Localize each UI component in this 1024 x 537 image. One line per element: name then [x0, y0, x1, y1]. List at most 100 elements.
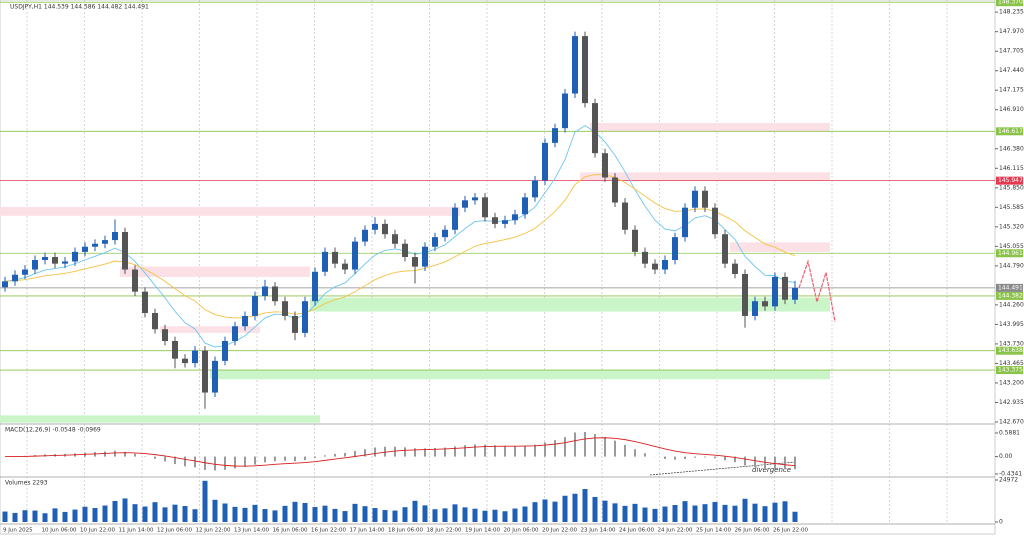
candle-body	[32, 259, 38, 270]
candle-body	[722, 234, 728, 264]
x-tick-label: 18 Jun 22:00	[427, 528, 462, 534]
volume-bar	[552, 501, 558, 522]
forecast-line	[798, 259, 836, 322]
volume-bar	[352, 503, 358, 522]
candle-body	[22, 269, 28, 275]
candle-body	[252, 296, 258, 316]
candle-body	[742, 273, 748, 316]
annotation: divergence	[752, 466, 791, 474]
volume-bar	[572, 493, 578, 522]
candle-body	[752, 301, 758, 316]
zone	[730, 242, 830, 252]
candle-body	[772, 276, 778, 307]
volume-bar	[12, 512, 18, 522]
x-tick-label: 9 Jun 2025	[3, 528, 33, 534]
candle-body	[542, 142, 548, 181]
volume-bar	[632, 503, 638, 522]
y-tick-label: 142.935	[999, 399, 1024, 406]
x-tick-label: 16 Jun 06:00	[273, 528, 308, 534]
candle-body	[592, 103, 598, 154]
volume-bar	[392, 510, 398, 522]
volume-bar	[462, 507, 468, 522]
volume-bar	[582, 489, 588, 522]
x-tick-label: 26 Jun 06:00	[735, 528, 770, 534]
volume-bar	[362, 506, 368, 522]
volume-bar	[102, 505, 108, 522]
volume-bar	[702, 504, 708, 522]
volume-bar	[282, 505, 288, 522]
macd-tick-label: 0.00	[999, 453, 1013, 460]
candle-body	[612, 177, 618, 203]
volume-bar	[62, 511, 68, 522]
level-tag: 146.617	[996, 127, 1023, 136]
candle-body	[92, 243, 98, 247]
volume-bar	[482, 510, 488, 522]
volume-bar	[782, 501, 788, 522]
zone	[210, 369, 830, 380]
candle-body	[572, 36, 578, 94]
volume-bar	[452, 504, 458, 522]
y-tick-label: 143.465	[999, 360, 1024, 367]
volume-bar	[172, 504, 178, 522]
volume-bar	[642, 507, 648, 522]
macd-tick-label: -0.4341	[999, 471, 1022, 478]
x-tick-label: 23 Jun 14:00	[581, 528, 616, 534]
candle-body	[432, 237, 438, 247]
y-tick-label: 143.200	[999, 379, 1024, 386]
y-tick-label: 143.730	[999, 340, 1024, 347]
level-label: 144.961	[998, 250, 1023, 257]
x-tick-label: 20 Jun 06:00	[504, 528, 539, 534]
macd-tick-label: 0.5881	[999, 430, 1020, 437]
volume-bar	[212, 499, 218, 522]
volume-bar	[322, 505, 328, 522]
candle-body	[692, 190, 698, 208]
volume-bar	[142, 506, 148, 522]
volume-bar	[692, 505, 698, 522]
level-label: 145.947	[998, 177, 1023, 184]
candle-body	[362, 229, 368, 242]
volume-bar	[422, 505, 428, 522]
candle-body	[522, 197, 528, 215]
volume-bar	[192, 509, 198, 522]
candle-body	[492, 217, 498, 224]
y-tick-label: 148.235	[999, 9, 1024, 16]
level-label: 146.617	[998, 128, 1023, 135]
candle-body	[82, 246, 88, 252]
candle-body	[242, 315, 248, 327]
level-tag: 144.382	[996, 291, 1023, 300]
level-tag-box	[996, 346, 1023, 355]
volume-bar	[262, 509, 268, 522]
candle-body	[422, 246, 428, 267]
x-tick-label: 12 Jun 06:00	[157, 528, 192, 534]
volume-bar	[512, 508, 518, 522]
candle-body	[482, 197, 488, 218]
y-tick-label: 145.055	[999, 243, 1024, 250]
volume-bar	[622, 505, 628, 522]
x-tick-label: 10 Jun 22:00	[80, 528, 115, 534]
candle-body	[402, 243, 408, 258]
volume-bar	[232, 506, 238, 522]
candle-body	[132, 269, 138, 292]
candle-body	[352, 241, 358, 270]
volume-bar	[52, 508, 58, 522]
candle-body	[762, 301, 768, 307]
ma-slow	[4, 174, 796, 319]
level-label: 143.638	[998, 347, 1023, 354]
volume-bar	[302, 502, 308, 522]
volume-bar	[662, 506, 668, 522]
candle-body	[642, 251, 648, 264]
level-tag: 148.370	[996, 0, 1023, 7]
y-tick-label: 146.380	[999, 145, 1024, 152]
candle-body	[552, 128, 558, 143]
x-tick-label: 19 Jun 14:00	[465, 528, 500, 534]
candle-body	[712, 207, 718, 235]
candle-body	[232, 326, 238, 341]
volume-bar	[722, 504, 728, 522]
candle-body	[512, 214, 518, 221]
volume-bar	[372, 508, 378, 522]
candle-body	[172, 340, 178, 359]
candle-body	[452, 207, 458, 230]
x-tick-label: 17 Jun 14:00	[350, 528, 385, 534]
volume-bar	[672, 505, 678, 522]
